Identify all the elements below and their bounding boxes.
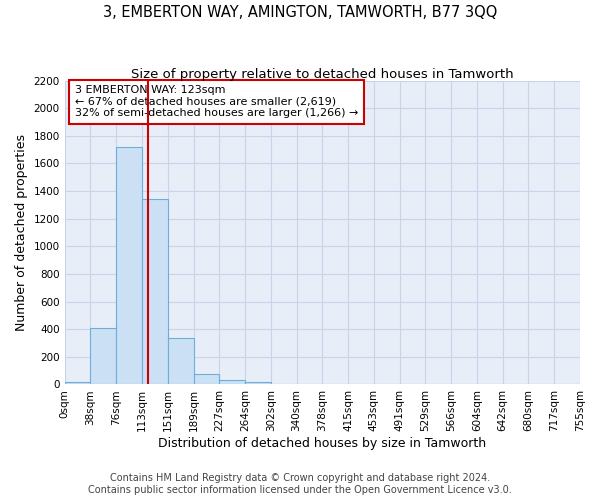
Bar: [245, 382, 271, 384]
Text: 3 EMBERTON WAY: 123sqm
← 67% of detached houses are smaller (2,619)
32% of semi-: 3 EMBERTON WAY: 123sqm ← 67% of detached…: [75, 85, 358, 118]
Title: Size of property relative to detached houses in Tamworth: Size of property relative to detached ho…: [131, 68, 514, 80]
Bar: [142, 200, 168, 384]
Y-axis label: Number of detached properties: Number of detached properties: [15, 134, 28, 331]
Bar: [219, 380, 245, 384]
Text: 3, EMBERTON WAY, AMINGTON, TAMWORTH, B77 3QQ: 3, EMBERTON WAY, AMINGTON, TAMWORTH, B77…: [103, 5, 497, 20]
X-axis label: Distribution of detached houses by size in Tamworth: Distribution of detached houses by size …: [158, 437, 487, 450]
Text: Contains HM Land Registry data © Crown copyright and database right 2024.
Contai: Contains HM Land Registry data © Crown c…: [88, 474, 512, 495]
Bar: [193, 374, 219, 384]
Bar: [91, 328, 116, 384]
Bar: [65, 382, 91, 384]
Bar: [168, 338, 193, 384]
Bar: [116, 147, 142, 384]
